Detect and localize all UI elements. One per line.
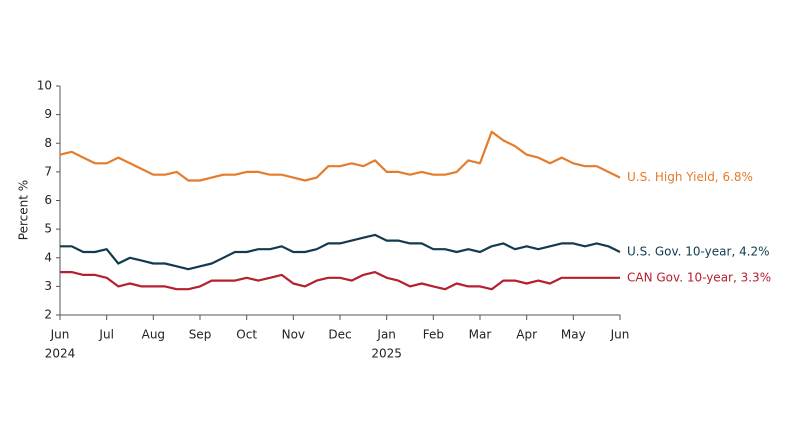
x-tick-label: Dec — [328, 328, 351, 342]
y-tick-label: 8 — [44, 136, 52, 150]
y-tick-label: 2 — [44, 308, 52, 322]
x-tick-label: Jun — [50, 328, 70, 342]
y-tick-label: 9 — [44, 107, 52, 121]
y-axis-label: Percent % — [17, 180, 31, 240]
x-tick-label: Jan — [376, 328, 396, 342]
series-line — [59, 130, 621, 182]
y-tick-label: 4 — [44, 250, 52, 264]
series-line — [60, 271, 620, 291]
series-label: CAN Gov. 10-year, 3.3% — [627, 270, 771, 284]
series-label: U.S. Gov. 10-year, 4.2% — [627, 245, 770, 259]
year-label: 2025 — [371, 347, 402, 361]
year-label: 2024 — [45, 347, 76, 361]
y-tick-label: 3 — [44, 279, 52, 293]
x-tick-label: Feb — [423, 328, 444, 342]
y-tick-label: 7 — [44, 164, 52, 178]
y-tick-label: 6 — [44, 193, 52, 207]
y-tick-label: 10 — [37, 79, 52, 93]
x-tick-label: May — [561, 328, 586, 342]
x-tick-label: Nov — [282, 328, 305, 342]
x-tick-label: Jul — [98, 328, 113, 342]
x-tick-label: Mar — [469, 328, 492, 342]
x-tick-label: Sep — [189, 328, 212, 342]
x-tick-label: Apr — [516, 328, 537, 342]
x-tick-label: Oct — [236, 328, 257, 342]
x-tick-label: Jun — [610, 328, 630, 342]
y-tick-label: 5 — [44, 222, 52, 236]
x-tick-label: Aug — [142, 328, 165, 342]
series-label: U.S. High Yield, 6.8% — [627, 170, 753, 184]
series-line — [60, 233, 621, 271]
